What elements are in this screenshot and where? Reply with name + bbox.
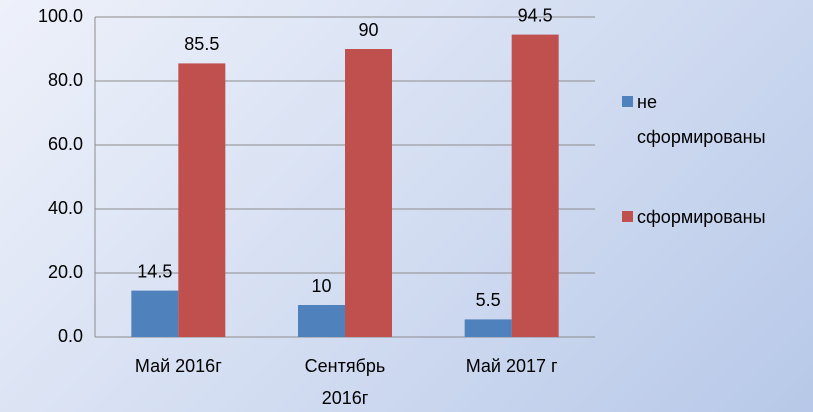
y-tick-label: 20.0 xyxy=(48,262,83,282)
bar xyxy=(298,305,345,337)
data-label: 10 xyxy=(311,276,331,296)
bar xyxy=(345,49,392,337)
data-label: 90 xyxy=(358,20,378,40)
bar xyxy=(511,34,559,337)
data-label: 94.5 xyxy=(518,5,553,25)
x-tick-label: Сентябрь 2016г xyxy=(304,356,386,408)
data-label: 5.5 xyxy=(476,290,501,310)
data-label: 85.5 xyxy=(184,34,219,54)
legend-swatch xyxy=(622,211,633,222)
bar xyxy=(464,319,512,337)
y-tick-label: 80.0 xyxy=(48,70,83,90)
legend-label: не сформированы xyxy=(637,92,766,147)
data-label: 14.5 xyxy=(137,261,172,281)
bar xyxy=(131,290,179,337)
y-tick-label: 40.0 xyxy=(48,198,83,218)
y-tick-label: 100.0 xyxy=(38,6,83,26)
x-tick-label: Май 2017 г xyxy=(465,356,558,376)
y-tick-label: 60.0 xyxy=(48,134,83,154)
legend-label: сформированы xyxy=(637,207,766,227)
x-tick-label: Май 2016г xyxy=(134,356,222,376)
legend-swatch xyxy=(622,96,633,107)
bar xyxy=(178,63,226,338)
y-tick-label: 0.0 xyxy=(58,326,83,346)
